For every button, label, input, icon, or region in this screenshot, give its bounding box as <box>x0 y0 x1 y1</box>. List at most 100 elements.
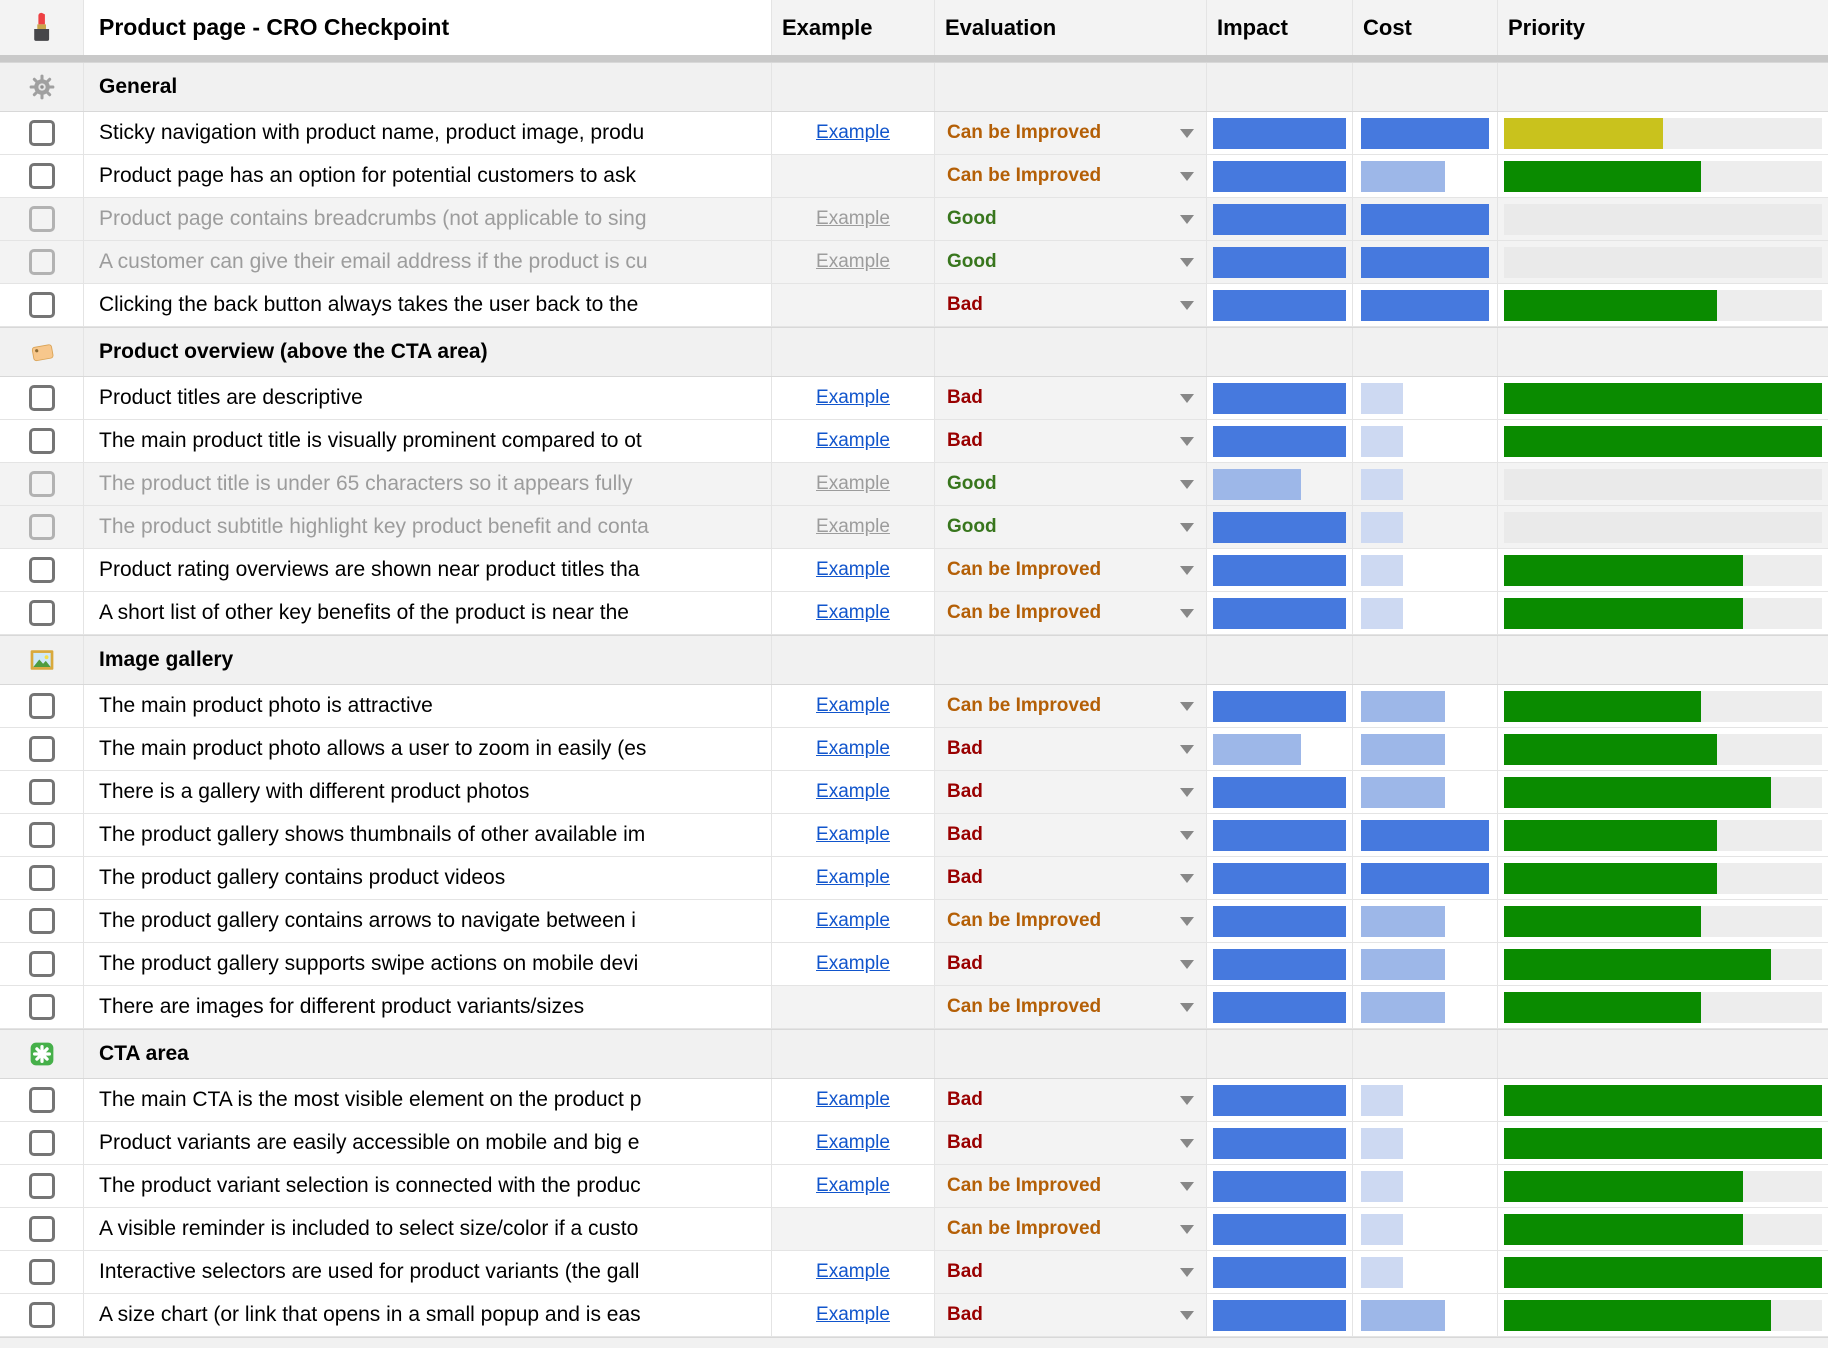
checkbox[interactable] <box>28 1173 55 1199</box>
dropdown-arrow-icon[interactable] <box>1180 788 1194 797</box>
evaluation-dropdown[interactable]: Bad <box>935 1079 1207 1121</box>
evaluation-dropdown[interactable]: Bad <box>935 728 1207 770</box>
evaluation-dropdown[interactable]: Bad <box>935 857 1207 899</box>
checkbox[interactable] <box>28 292 55 318</box>
dropdown-arrow-icon[interactable] <box>1180 1139 1194 1148</box>
dropdown-arrow-icon[interactable] <box>1180 258 1194 267</box>
example-link[interactable]: Example <box>816 387 890 408</box>
dropdown-arrow-icon[interactable] <box>1180 1003 1194 1012</box>
example-link[interactable]: Example <box>816 695 890 716</box>
dropdown-arrow-icon[interactable] <box>1180 172 1194 181</box>
dropdown-arrow-icon[interactable] <box>1180 917 1194 926</box>
dropdown-arrow-icon[interactable] <box>1180 394 1194 403</box>
priority-track <box>1504 117 1822 149</box>
checkbox[interactable] <box>28 471 55 497</box>
evaluation-dropdown[interactable]: Can be Improved <box>935 900 1207 942</box>
example-link[interactable]: Example <box>816 602 890 623</box>
example-link[interactable]: Example <box>816 1175 890 1196</box>
dropdown-arrow-icon[interactable] <box>1180 1268 1194 1277</box>
checkbox[interactable] <box>28 994 55 1020</box>
evaluation-dropdown[interactable]: Good <box>935 198 1207 240</box>
dropdown-arrow-icon[interactable] <box>1180 437 1194 446</box>
evaluation-dropdown[interactable]: Bad <box>935 284 1207 326</box>
checkbox[interactable] <box>28 163 55 189</box>
evaluation-dropdown[interactable]: Good <box>935 463 1207 505</box>
checkbox[interactable] <box>28 557 55 583</box>
evaluation-dropdown[interactable]: Bad <box>935 420 1207 462</box>
example-link[interactable]: Example <box>816 122 890 143</box>
checkbox[interactable] <box>28 1087 55 1113</box>
checkbox[interactable] <box>28 428 55 454</box>
checkbox[interactable] <box>28 908 55 934</box>
checkbox[interactable] <box>28 951 55 977</box>
evaluation-dropdown[interactable]: Bad <box>935 771 1207 813</box>
example-link[interactable]: Example <box>816 824 890 845</box>
evaluation-dropdown[interactable]: Bad <box>935 1122 1207 1164</box>
evaluation-dropdown[interactable]: Can be Improved <box>935 685 1207 727</box>
evaluation-dropdown[interactable]: Bad <box>935 377 1207 419</box>
checkbox[interactable] <box>28 1216 55 1242</box>
dropdown-arrow-icon[interactable] <box>1180 874 1194 883</box>
checkbox[interactable] <box>28 514 55 540</box>
dropdown-arrow-icon[interactable] <box>1180 960 1194 969</box>
evaluation-dropdown[interactable]: Can be Improved <box>935 1208 1207 1250</box>
evaluation-dropdown[interactable]: Bad <box>935 814 1207 856</box>
dropdown-arrow-icon[interactable] <box>1180 609 1194 618</box>
evaluation-dropdown[interactable]: Bad <box>935 1251 1207 1293</box>
example-link[interactable]: Example <box>816 1089 890 1110</box>
checkbox[interactable] <box>28 206 55 232</box>
example-link[interactable]: Example <box>816 559 890 580</box>
evaluation-dropdown[interactable]: Good <box>935 506 1207 548</box>
checkbox[interactable] <box>28 1259 55 1285</box>
example-link[interactable]: Example <box>816 430 890 451</box>
checkbox[interactable] <box>28 120 55 146</box>
dropdown-arrow-icon[interactable] <box>1180 301 1194 310</box>
example-link[interactable]: Example <box>816 473 890 494</box>
checkbox[interactable] <box>28 385 55 411</box>
checkbox[interactable] <box>28 865 55 891</box>
checkbox[interactable] <box>28 1130 55 1156</box>
dropdown-arrow-icon[interactable] <box>1180 129 1194 138</box>
example-link[interactable]: Example <box>816 781 890 802</box>
dropdown-arrow-icon[interactable] <box>1180 566 1194 575</box>
evaluation-dropdown[interactable]: Can be Improved <box>935 155 1207 197</box>
example-link[interactable]: Example <box>816 1304 890 1325</box>
cost-bar <box>1361 776 1446 808</box>
dropdown-arrow-icon[interactable] <box>1180 523 1194 532</box>
example-link[interactable]: Example <box>816 516 890 537</box>
example-link[interactable]: Example <box>816 953 890 974</box>
checkbox[interactable] <box>28 693 55 719</box>
evaluation-dropdown[interactable]: Bad <box>935 1294 1207 1336</box>
checkbox[interactable] <box>28 779 55 805</box>
example-link[interactable]: Example <box>816 1132 890 1153</box>
example-link[interactable]: Example <box>816 910 890 931</box>
dropdown-arrow-icon[interactable] <box>1180 745 1194 754</box>
dropdown-arrow-icon[interactable] <box>1180 1225 1194 1234</box>
checkbox[interactable] <box>28 600 55 626</box>
dropdown-arrow-icon[interactable] <box>1180 1311 1194 1320</box>
evaluation-dropdown[interactable]: Can be Improved <box>935 549 1207 591</box>
cost-bar <box>1361 160 1446 192</box>
example-link[interactable]: Example <box>816 738 890 759</box>
example-link[interactable]: Example <box>816 867 890 888</box>
evaluation-dropdown[interactable]: Can be Improved <box>935 1165 1207 1207</box>
checkbox[interactable] <box>28 822 55 848</box>
dropdown-arrow-icon[interactable] <box>1180 702 1194 711</box>
evaluation-dropdown[interactable]: Bad <box>935 943 1207 985</box>
evaluation-dropdown[interactable]: Can be Improved <box>935 986 1207 1028</box>
example-link[interactable]: Example <box>816 208 890 229</box>
dropdown-arrow-icon[interactable] <box>1180 480 1194 489</box>
checkbox[interactable] <box>28 249 55 275</box>
example-link[interactable]: Example <box>816 1261 890 1282</box>
dropdown-arrow-icon[interactable] <box>1180 215 1194 224</box>
evaluation-dropdown[interactable]: Can be Improved <box>935 592 1207 634</box>
evaluation-dropdown[interactable]: Can be Improved <box>935 112 1207 154</box>
dropdown-arrow-icon[interactable] <box>1180 1182 1194 1191</box>
dropdown-arrow-icon[interactable] <box>1180 831 1194 840</box>
lipstick-icon <box>29 12 54 43</box>
example-link[interactable]: Example <box>816 251 890 272</box>
evaluation-value: Good <box>947 251 997 272</box>
evaluation-dropdown[interactable]: Good <box>935 241 1207 283</box>
dropdown-arrow-icon[interactable] <box>1180 1096 1194 1105</box>
checkbox[interactable] <box>28 736 55 762</box>
